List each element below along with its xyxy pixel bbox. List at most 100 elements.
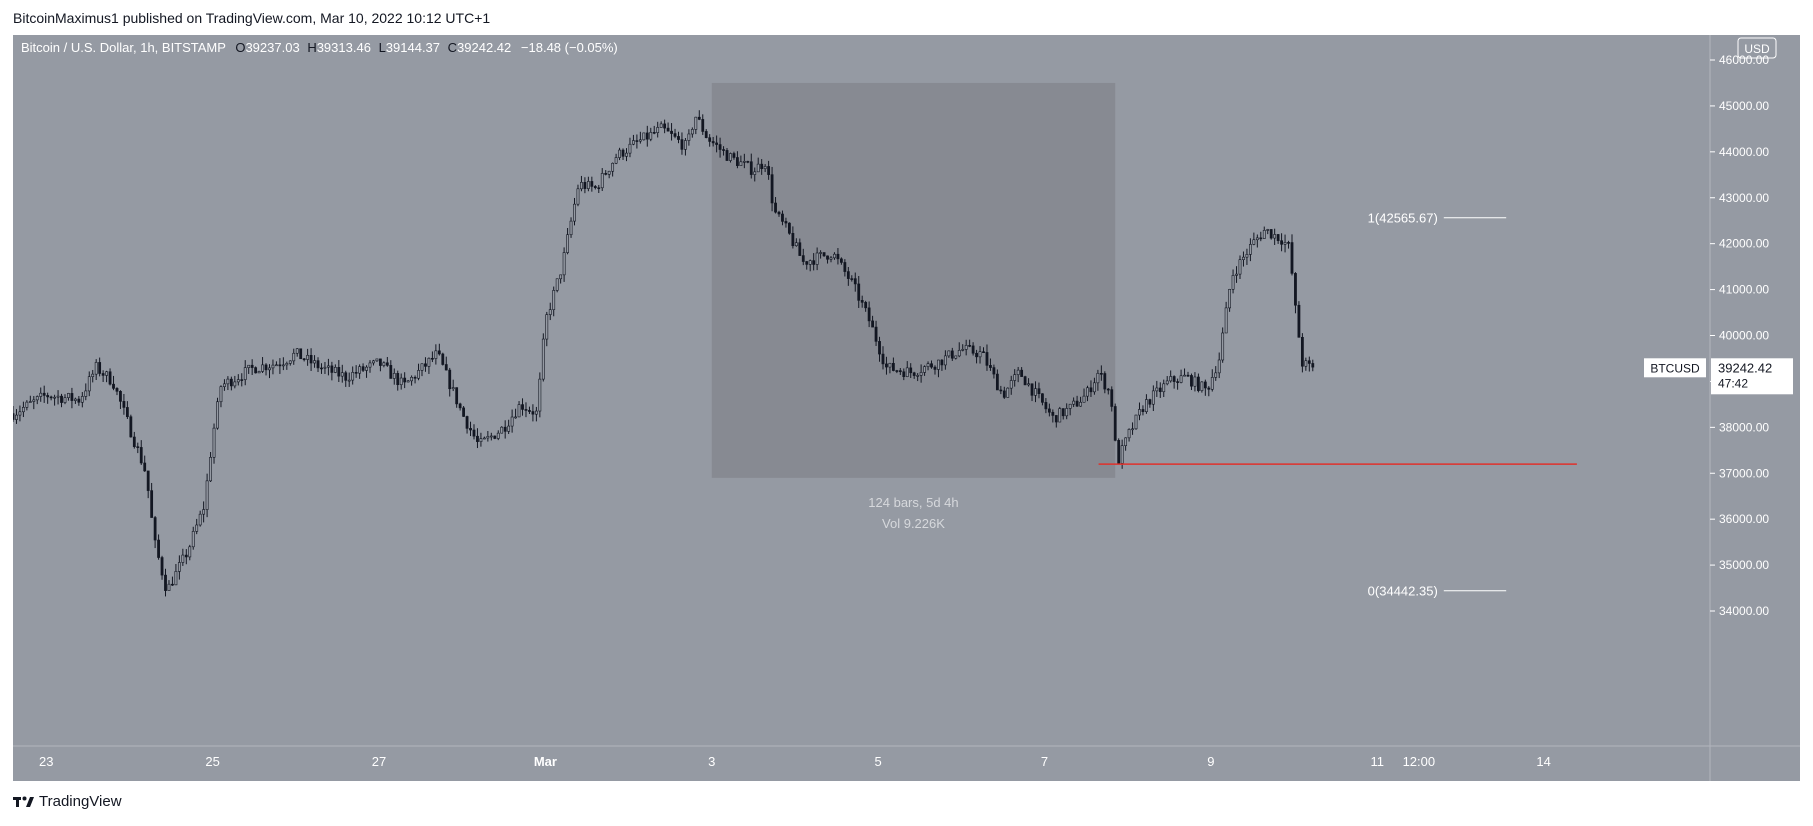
- candle-body: [268, 367, 271, 371]
- candle-body: [80, 396, 84, 403]
- candle-body: [1155, 387, 1159, 392]
- candle-body: [1186, 374, 1190, 377]
- price-tick-label: 35000.00: [1719, 558, 1769, 572]
- candle-body: [469, 428, 472, 431]
- candle-body: [1242, 256, 1245, 260]
- candle-body: [1037, 388, 1041, 395]
- candle-body: [632, 140, 635, 145]
- candle-body: [143, 462, 147, 472]
- candle-body: [597, 187, 601, 190]
- candle-body: [1259, 237, 1263, 240]
- ohlc-legend[interactable]: Bitcoin / U.S. Dollar, 1h, BITSTAMP O392…: [21, 40, 618, 55]
- candle-body: [1200, 381, 1204, 391]
- candle-body: [219, 386, 223, 403]
- candle-body: [982, 351, 985, 354]
- candle-body: [465, 416, 469, 429]
- candle-body: [1172, 376, 1176, 382]
- candle-body: [507, 425, 511, 432]
- candle-body: [191, 531, 195, 548]
- candle-body: [25, 401, 29, 408]
- candle-body: [132, 436, 136, 447]
- candle-body: [479, 438, 483, 442]
- candle-body: [1061, 408, 1065, 417]
- symbol-tag[interactable]: BTCUSD: [1644, 358, 1706, 378]
- candle-body: [455, 387, 459, 405]
- candle-body: [174, 571, 178, 586]
- candle-body: [826, 255, 829, 260]
- candle-body: [736, 157, 739, 166]
- candle-body: [1311, 363, 1315, 368]
- candle-body: [150, 490, 154, 518]
- candle-body: [233, 381, 237, 387]
- candle-body: [1086, 387, 1089, 397]
- candle-body: [978, 351, 982, 358]
- legend-low-label: L: [379, 40, 386, 55]
- candle-body: [119, 391, 122, 402]
- candle-body: [1089, 387, 1093, 393]
- candle-body: [46, 395, 50, 398]
- candle-body: [770, 174, 774, 204]
- candle-body: [344, 372, 348, 381]
- candle-body: [129, 416, 133, 438]
- candle-body: [285, 363, 289, 366]
- candle-body: [524, 409, 528, 411]
- candle-body: [815, 252, 819, 265]
- currency-badge[interactable]: USD: [1737, 37, 1777, 59]
- candle-body: [306, 355, 310, 360]
- candle-body: [1169, 376, 1173, 382]
- date-range-box[interactable]: [711, 82, 1116, 478]
- candle-body: [32, 399, 36, 402]
- candle-body: [257, 371, 261, 374]
- candle-body: [42, 392, 46, 396]
- candle-body: [867, 307, 871, 322]
- tradingview-footer-logo[interactable]: TradingView: [13, 793, 122, 810]
- symbol-tag-label: BTCUSD: [1650, 361, 1700, 375]
- fib-retracement[interactable]: 1(42565.67) 0(34442.35): [1368, 211, 1507, 599]
- candle-body: [396, 373, 400, 386]
- candle-body: [313, 360, 316, 364]
- last-price-tag[interactable]: 39242.42 47:42: [1711, 358, 1793, 395]
- candle-body: [1058, 408, 1062, 423]
- candle-body: [164, 574, 167, 591]
- candle-body: [729, 153, 732, 161]
- candle-body: [1245, 254, 1249, 258]
- candle-body: [531, 411, 535, 415]
- candle-body: [195, 524, 199, 532]
- candle-body: [1134, 414, 1138, 430]
- candle-body: [1276, 234, 1280, 241]
- candle-body: [264, 364, 268, 371]
- candle-body: [871, 320, 874, 328]
- currency-label: USD: [1744, 42, 1770, 56]
- candle-body: [347, 379, 351, 382]
- price-tick-label: 34000.00: [1719, 604, 1769, 618]
- candle-body: [580, 182, 583, 190]
- candle-body: [708, 137, 712, 142]
- candle-body: [382, 362, 386, 366]
- price-chart[interactable]: 1(42565.67) 0(34442.35) 124 bars, 5d 4h …: [13, 35, 1800, 781]
- candle-body: [1269, 229, 1273, 239]
- candle-body: [458, 403, 462, 409]
- candle-body: [989, 365, 992, 368]
- candle-body: [999, 389, 1003, 392]
- candle-body: [1096, 373, 1100, 384]
- time-axis[interactable]: 23 25 27 Mar 3 5 7 9 11 12:00 14: [39, 754, 1551, 769]
- candle-body: [70, 393, 74, 401]
- candle-body: [1127, 429, 1131, 439]
- candle-body: [503, 426, 507, 432]
- candle-body: [666, 127, 670, 132]
- candle-body: [1030, 383, 1034, 396]
- candle-body: [399, 377, 403, 386]
- candle-body: [67, 393, 70, 398]
- candle-body: [881, 353, 885, 365]
- candle-body: [538, 378, 542, 412]
- candle-body: [618, 149, 621, 158]
- candle-body: [1009, 380, 1013, 389]
- candle-body: [957, 350, 961, 357]
- candle-body: [1141, 409, 1145, 412]
- candle-body: [638, 139, 642, 142]
- candle-body: [216, 401, 219, 429]
- candle-body: [1179, 375, 1183, 383]
- candle-body: [212, 427, 216, 458]
- candle-body: [77, 398, 81, 403]
- legend-open-label: O: [235, 40, 245, 55]
